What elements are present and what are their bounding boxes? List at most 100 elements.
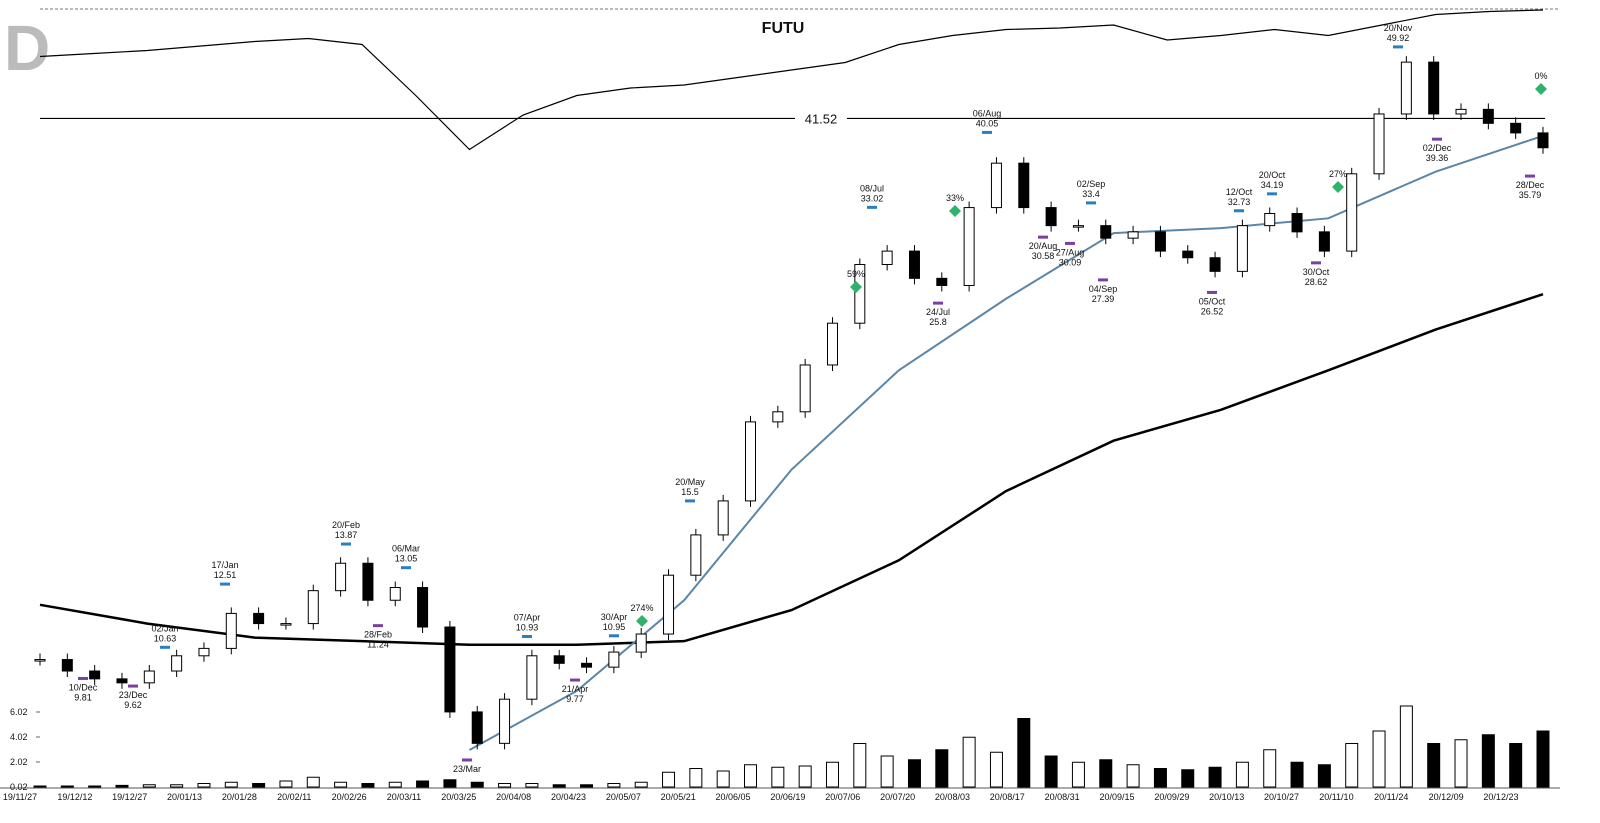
candle bbox=[1236, 225, 1248, 272]
annotation-value: 9.62 bbox=[124, 700, 142, 710]
volume-bar bbox=[1509, 743, 1523, 788]
volume-bar bbox=[252, 783, 266, 788]
annotation-date: 07/Apr bbox=[514, 612, 541, 622]
candle bbox=[471, 711, 483, 744]
y-tick-label: 2.02 bbox=[10, 757, 28, 767]
moving-average bbox=[468, 134, 1544, 751]
candle bbox=[1045, 207, 1057, 227]
volume-bar bbox=[142, 784, 156, 788]
annotation-value: 11.24 bbox=[367, 640, 389, 650]
volume-bar bbox=[1208, 766, 1222, 788]
candle bbox=[581, 662, 593, 668]
rs-line bbox=[39, 9, 1544, 151]
candle bbox=[1264, 213, 1276, 227]
annotation-value: 33.02 bbox=[861, 193, 884, 203]
annotation-value: 34.19 bbox=[1261, 180, 1284, 190]
candle bbox=[963, 207, 975, 286]
y-tick-label: 0.02 bbox=[10, 782, 28, 792]
candle bbox=[1400, 61, 1412, 115]
annotation-value: 40.05 bbox=[976, 118, 999, 128]
candle bbox=[854, 263, 866, 324]
volume-bar bbox=[88, 785, 102, 788]
x-tick-label: 20/04/23 bbox=[551, 792, 586, 802]
x-tick-label: 20/01/28 bbox=[222, 792, 257, 802]
x-tick-label: 20/06/05 bbox=[716, 792, 751, 802]
x-tick-label: 20/05/07 bbox=[606, 792, 641, 802]
candle bbox=[1154, 231, 1166, 252]
signal-label: 274% bbox=[630, 603, 653, 613]
candle bbox=[1100, 225, 1112, 239]
volume-bar bbox=[634, 781, 648, 788]
x-tick-label: 20/07/20 bbox=[880, 792, 915, 802]
x-tick-label: 20/11/10 bbox=[1319, 792, 1353, 802]
volume-bar bbox=[744, 764, 758, 788]
candle bbox=[1318, 231, 1330, 252]
x-tick-label: 20/03/25 bbox=[441, 792, 476, 802]
volume-bar bbox=[361, 783, 375, 788]
candle bbox=[826, 322, 838, 366]
candle bbox=[1346, 173, 1358, 252]
annotation-value: 32.73 bbox=[1228, 197, 1251, 207]
annotation-date: 12/Oct bbox=[1226, 187, 1253, 197]
annotation-date: 20/Nov bbox=[1384, 23, 1413, 33]
volume-bar bbox=[1044, 755, 1058, 788]
annotation-date: 20/Feb bbox=[332, 520, 360, 530]
candle bbox=[307, 590, 319, 625]
x-tick-label: 20/07/06 bbox=[825, 792, 860, 802]
candle bbox=[772, 411, 784, 423]
annotation-value: 39.36 bbox=[1426, 153, 1449, 163]
x-tick-label: 20/02/11 bbox=[277, 792, 311, 802]
annotation-date: 28/Feb bbox=[364, 630, 392, 640]
volume-bar bbox=[1153, 768, 1167, 788]
candle bbox=[799, 364, 811, 413]
x-tick-label: 20/10/27 bbox=[1264, 792, 1299, 802]
candle bbox=[1291, 213, 1303, 233]
annotation-value: 35.79 bbox=[1519, 190, 1542, 200]
volume-bar bbox=[1454, 739, 1468, 788]
x-tick-label: 20/04/08 bbox=[496, 792, 531, 802]
candle bbox=[198, 647, 210, 657]
candle bbox=[61, 659, 73, 672]
candle bbox=[990, 162, 1002, 209]
volume-bar bbox=[1399, 705, 1413, 788]
x-tick-label: 20/08/31 bbox=[1045, 792, 1080, 802]
candle bbox=[908, 250, 920, 279]
volume-bar bbox=[197, 783, 211, 788]
annotation-value: 9.81 bbox=[74, 692, 92, 702]
candle bbox=[608, 651, 620, 668]
volume-bar bbox=[525, 783, 539, 788]
volume-bar bbox=[662, 771, 676, 788]
annotation-date: 20/Aug bbox=[1029, 241, 1058, 251]
x-tick-label: 20/08/17 bbox=[990, 792, 1025, 802]
volume-bar bbox=[416, 780, 430, 788]
annotation-value: 33.4 bbox=[1082, 189, 1100, 199]
volume-bar bbox=[607, 783, 621, 788]
volume-bar bbox=[907, 759, 921, 788]
signal-diamond bbox=[1535, 83, 1547, 95]
x-tick-label: 19/12/12 bbox=[57, 792, 92, 802]
annotation-date: 02/Sep bbox=[1077, 179, 1106, 189]
volume-bar bbox=[1099, 759, 1113, 788]
candle bbox=[690, 534, 702, 576]
volume-bar bbox=[470, 781, 484, 788]
candle bbox=[116, 678, 128, 684]
volume-bar bbox=[60, 785, 74, 788]
candle bbox=[1072, 225, 1084, 228]
candle bbox=[1018, 162, 1030, 209]
annotation-date: 21/Apr bbox=[562, 684, 589, 694]
volume-bar bbox=[1317, 764, 1331, 788]
annotation-date: 02/Dec bbox=[1423, 143, 1452, 153]
annotation-value: 15.5 bbox=[681, 487, 699, 497]
y-tick-label: 6.02 bbox=[10, 707, 28, 717]
candle bbox=[417, 587, 429, 628]
volume-bar bbox=[443, 779, 457, 788]
annotation-date: 05/Oct bbox=[1199, 296, 1226, 306]
candle bbox=[1182, 250, 1194, 259]
moving-average bbox=[39, 293, 1544, 647]
candle bbox=[89, 670, 101, 680]
signal-label: 0% bbox=[1534, 71, 1547, 81]
annotation-value: 9.77 bbox=[566, 694, 584, 704]
volume-bar bbox=[334, 781, 348, 788]
volume-bar bbox=[1071, 761, 1085, 788]
annotation-date: 17/Jan bbox=[211, 560, 238, 570]
